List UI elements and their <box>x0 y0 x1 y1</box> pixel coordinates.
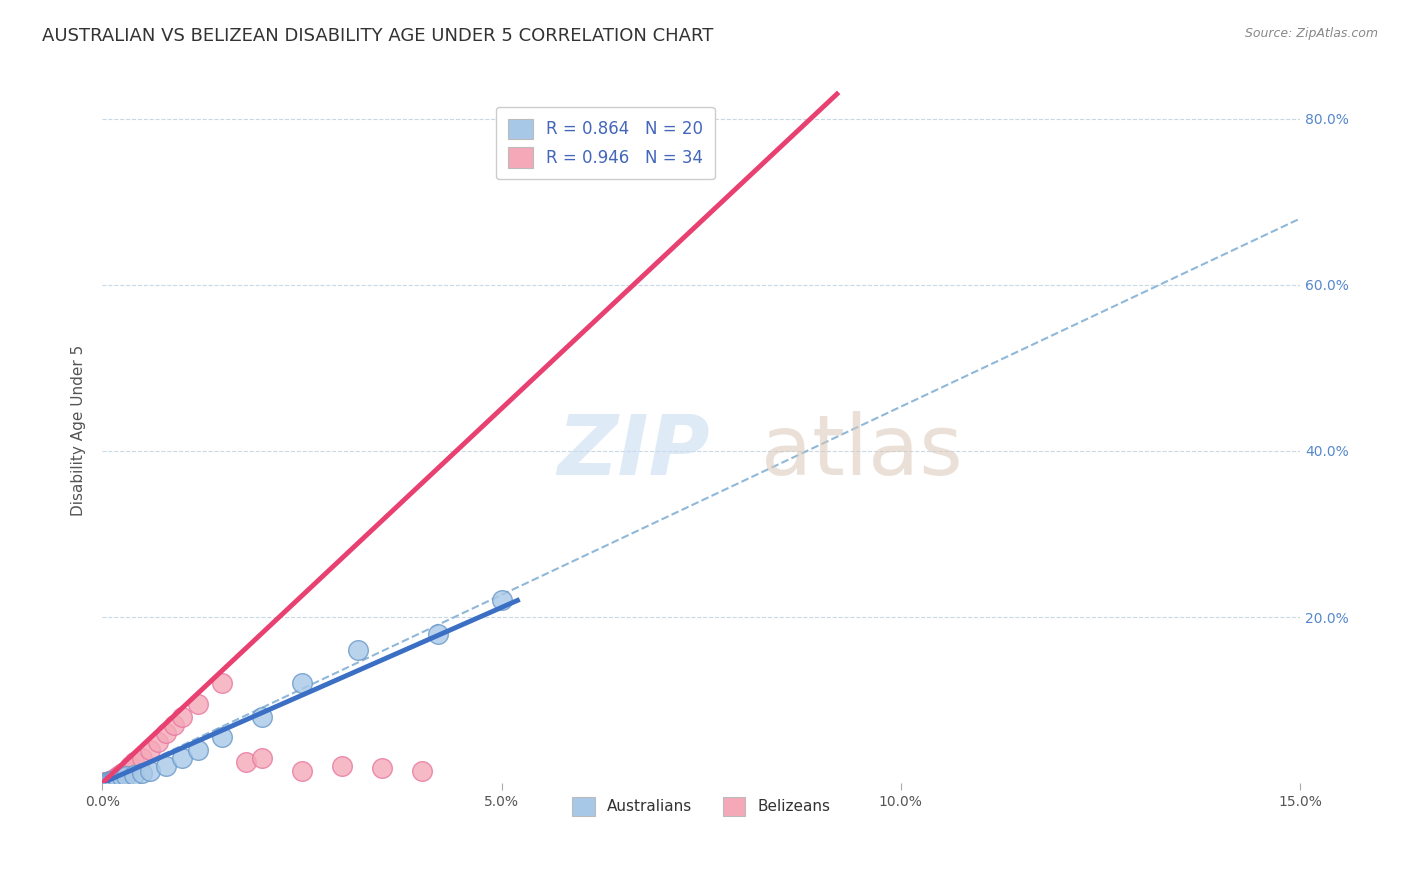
Point <box>105 770 128 784</box>
Point <box>330 759 353 773</box>
Point <box>131 766 153 780</box>
Point <box>250 709 273 723</box>
Point <box>101 773 124 788</box>
Point <box>98 773 121 788</box>
Point <box>96 775 118 789</box>
Point <box>139 743 162 757</box>
Point <box>346 643 368 657</box>
Text: ZIP: ZIP <box>557 411 710 491</box>
Point <box>96 775 118 789</box>
Point <box>97 774 120 789</box>
Point <box>93 775 115 789</box>
Point <box>115 769 138 783</box>
Point <box>291 676 314 690</box>
Point <box>139 764 162 778</box>
Point <box>170 751 193 765</box>
Point <box>610 153 633 168</box>
Point <box>187 743 209 757</box>
Point <box>122 768 145 782</box>
Point <box>163 718 186 732</box>
Point <box>235 756 257 770</box>
Text: Source: ZipAtlas.com: Source: ZipAtlas.com <box>1244 27 1378 40</box>
Point <box>170 709 193 723</box>
Point <box>530 153 553 168</box>
Point <box>370 761 392 775</box>
Point <box>97 774 120 789</box>
Text: atlas: atlas <box>761 411 963 491</box>
Point <box>122 756 145 770</box>
Point <box>107 772 129 786</box>
Point <box>120 759 142 773</box>
Point <box>211 731 233 745</box>
Point <box>146 734 169 748</box>
Point <box>103 774 125 789</box>
Point <box>111 766 134 780</box>
Point <box>250 751 273 765</box>
Point <box>155 759 177 773</box>
Point <box>131 751 153 765</box>
Point <box>103 772 125 787</box>
Point <box>111 770 134 784</box>
Y-axis label: Disability Age Under 5: Disability Age Under 5 <box>72 344 86 516</box>
Point <box>155 726 177 740</box>
Point <box>426 626 449 640</box>
Point <box>211 676 233 690</box>
Point <box>187 697 209 711</box>
Point <box>491 593 513 607</box>
Point <box>98 774 121 789</box>
Point <box>291 764 314 778</box>
Point <box>411 764 433 778</box>
Point <box>93 775 115 789</box>
Point <box>96 775 118 789</box>
Legend: Australians, Belizeans: Australians, Belizeans <box>562 788 839 825</box>
Point <box>98 774 121 789</box>
Point <box>107 769 129 783</box>
Text: AUSTRALIAN VS BELIZEAN DISABILITY AGE UNDER 5 CORRELATION CHART: AUSTRALIAN VS BELIZEAN DISABILITY AGE UN… <box>42 27 714 45</box>
Point <box>97 774 120 789</box>
Point <box>108 768 131 782</box>
Point <box>101 772 124 787</box>
Point <box>103 772 125 786</box>
Point <box>115 764 138 778</box>
